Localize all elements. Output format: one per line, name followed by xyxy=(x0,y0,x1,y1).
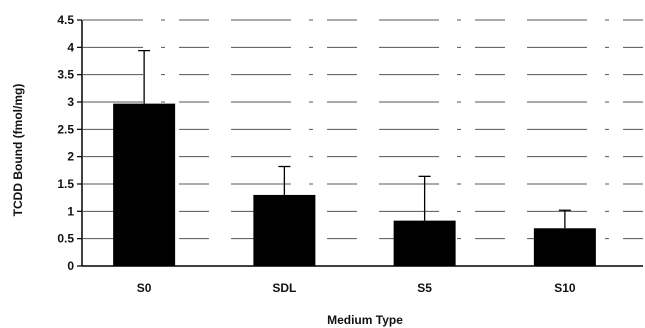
x-tick-label: S10 xyxy=(554,281,576,295)
bar-sdl xyxy=(253,194,316,266)
bar-s10 xyxy=(533,228,596,266)
y-tick-label: 4 xyxy=(67,40,74,54)
y-tick-label: 3 xyxy=(67,95,74,109)
y-tick-label: 0 xyxy=(67,259,74,273)
y-tick-label: 4.5 xyxy=(57,13,74,27)
axes xyxy=(81,20,643,267)
bar-s5 xyxy=(393,220,456,266)
y-tick-label: 1 xyxy=(67,204,74,218)
x-tick-label: S5 xyxy=(417,281,432,295)
y-tick-label: 0.5 xyxy=(57,232,74,246)
y-tick-label: 2 xyxy=(67,150,74,164)
y-tick-label: 3.5 xyxy=(57,68,74,82)
x-axis-title: Medium Type xyxy=(327,313,403,327)
y-axis-title: TCDD Bound (fmol/mg) xyxy=(11,84,25,217)
y-tick-label: 1.5 xyxy=(57,177,74,191)
error-bars xyxy=(138,49,571,229)
y-tick-label: 2.5 xyxy=(57,122,74,136)
x-tick-label: S0 xyxy=(137,281,152,295)
x-tick-label: SDL xyxy=(272,281,296,295)
x-tick-labels: S0 SDL S5 S10 xyxy=(137,281,576,295)
bar-s0 xyxy=(113,103,176,266)
y-tick-labels: 0 0.5 1 1.5 2 2.5 3 3.5 4 4.5 xyxy=(57,13,82,273)
bars xyxy=(113,103,596,266)
